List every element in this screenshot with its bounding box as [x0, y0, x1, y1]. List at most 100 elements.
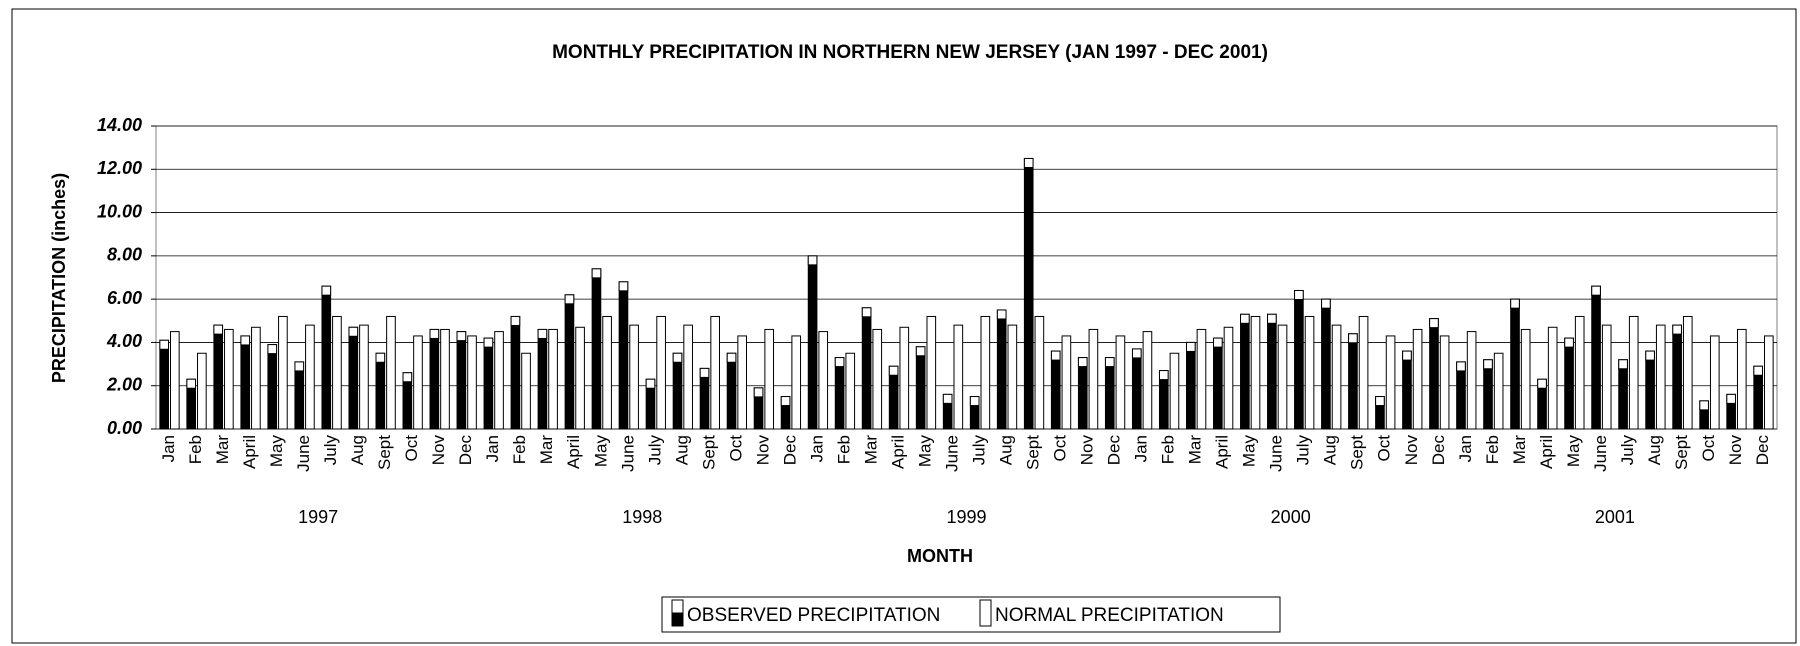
y-tick-label: 14.00 — [97, 115, 142, 135]
normal-bar — [737, 335, 748, 430]
bar-cap — [510, 315, 521, 326]
normal-bar — [602, 315, 612, 430]
bar-cap — [1753, 365, 1763, 376]
y-tick-label: 10.00 — [97, 201, 142, 221]
x-tick-label: Dec — [780, 435, 799, 466]
bar-cap — [1618, 359, 1628, 370]
x-tick-label: April — [240, 435, 259, 469]
normal-bar — [818, 331, 829, 430]
normal-bar — [1142, 331, 1153, 430]
normal-bar — [1250, 315, 1261, 430]
observed-bar — [618, 281, 629, 430]
normal-bar — [575, 326, 585, 430]
bar-cap — [1726, 393, 1736, 404]
normal-bar — [656, 315, 666, 430]
x-tick-label: Feb — [1483, 435, 1502, 464]
x-tick-label: Nov — [429, 435, 448, 466]
bar-cap — [1267, 313, 1277, 324]
observed-bar — [510, 315, 521, 430]
year-label: 2001 — [1595, 507, 1635, 527]
observed-bar — [483, 337, 494, 430]
observed-bar — [1104, 357, 1115, 430]
observed-bar — [1510, 298, 1520, 430]
bar-cap — [861, 307, 872, 318]
normal-bar — [791, 335, 802, 430]
year-label: 1998 — [622, 507, 662, 527]
observed-bar — [1267, 313, 1277, 430]
bar-cap — [1023, 157, 1034, 168]
bar-cap — [483, 337, 494, 348]
year-label: 2000 — [1271, 507, 1311, 527]
bar-cap — [888, 365, 899, 376]
normal-bar — [1493, 352, 1504, 430]
observed-bar — [915, 346, 926, 430]
x-tick-label: Oct — [726, 435, 745, 462]
x-tick-label: Dec — [1753, 435, 1772, 466]
x-tick-label: Mar — [1510, 435, 1529, 465]
bar-cap — [1185, 341, 1196, 352]
normal-bar — [1763, 335, 1774, 430]
legend-swatch — [979, 599, 992, 627]
normal-bar — [1439, 335, 1450, 430]
observed-bar — [1023, 157, 1034, 430]
bar-cap — [429, 328, 440, 339]
bar-cap — [294, 361, 305, 372]
bar-cap — [402, 372, 413, 383]
bar-cap — [456, 331, 467, 342]
observed-bar — [321, 285, 332, 430]
x-tick-label: April — [564, 435, 583, 469]
bar-cap — [1213, 337, 1223, 348]
x-tick-label: May — [1564, 435, 1583, 468]
observed-bar — [1483, 359, 1493, 430]
normal-bar — [1709, 335, 1720, 430]
year-label: 1997 — [298, 507, 338, 527]
observed-bar — [213, 324, 224, 430]
y-tick-label: 12.00 — [97, 158, 142, 178]
x-tick-label: Feb — [510, 435, 529, 464]
normal-bar — [548, 328, 558, 430]
x-tick-label: June — [294, 435, 313, 472]
normal-bar — [764, 328, 775, 430]
normal-bar — [926, 315, 937, 430]
normal-bar — [1088, 328, 1099, 430]
bar-cap — [564, 294, 575, 305]
normal-bar — [1574, 315, 1585, 430]
normal-bar — [1331, 324, 1342, 430]
observed-bar — [1213, 337, 1223, 430]
legend-label: NORMAL PRECIPITATION — [995, 605, 1224, 626]
x-tick-label: July — [645, 435, 664, 466]
bar-cap — [618, 281, 629, 292]
normal-bar — [521, 352, 531, 430]
observed-bar — [1456, 361, 1466, 430]
observed-bar — [240, 335, 251, 430]
x-tick-label: May — [591, 435, 610, 468]
x-tick-label: April — [1537, 435, 1556, 469]
bar-cap — [1240, 313, 1250, 324]
x-tick-label: Nov — [1078, 435, 1097, 466]
observed-bar — [1402, 350, 1412, 430]
x-tick-label: Sept — [1348, 435, 1367, 470]
x-tick-label: July — [1294, 435, 1313, 466]
x-tick-label: Oct — [1699, 435, 1718, 462]
x-tick-label: Aug — [1321, 435, 1340, 465]
bar-cap — [591, 268, 602, 279]
y-tick-label: 8.00 — [107, 245, 142, 265]
normal-bar — [1223, 326, 1234, 430]
bar-cap — [1510, 298, 1520, 309]
normal-bar — [1628, 315, 1639, 430]
bar-cap — [1429, 318, 1439, 329]
bar-cap — [753, 387, 764, 398]
bar-cap — [1564, 337, 1574, 348]
bar-cap — [375, 352, 386, 363]
y-tick-label: 6.00 — [107, 288, 142, 308]
observed-bar — [1185, 341, 1196, 430]
bar-cap — [645, 378, 656, 389]
normal-bar — [683, 324, 693, 430]
normal-bar — [1304, 315, 1315, 430]
bar-cap — [1050, 350, 1061, 361]
x-tick-label: May — [267, 435, 286, 468]
observed-bar — [672, 352, 683, 430]
normal-bar — [1412, 328, 1423, 430]
normal-bar — [1007, 324, 1018, 430]
